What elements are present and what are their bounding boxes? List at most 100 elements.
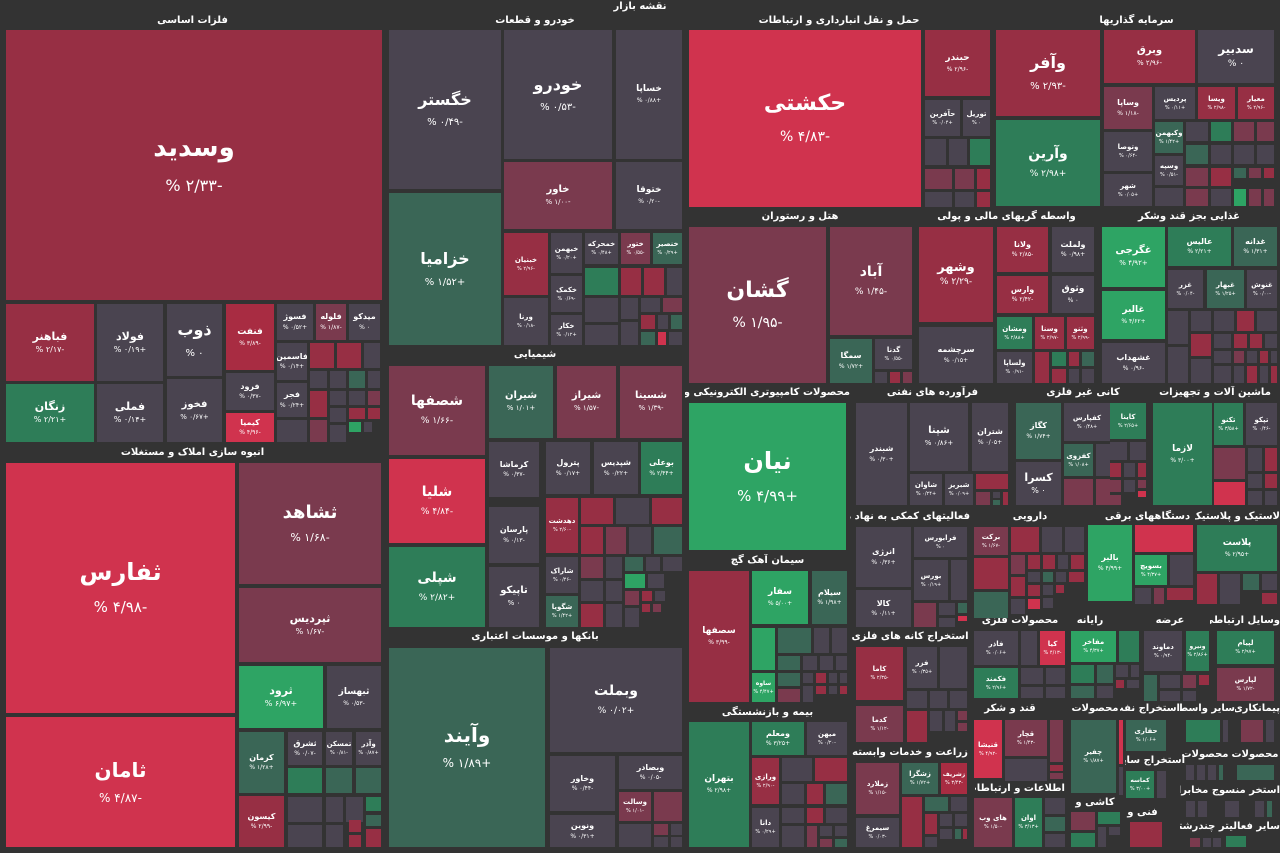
stock-tile[interactable]: خبنیان -۲/۹۶ % (504, 233, 548, 295)
stock-tile-unlabeled[interactable] (288, 768, 322, 793)
stock-tile-unlabeled[interactable] (1234, 168, 1246, 178)
stock-tile[interactable]: کسرا ۰ % (1016, 462, 1061, 505)
stock-tile[interactable]: وسپه -۰/۵۱ % (1155, 156, 1183, 185)
stock-tile-unlabeled[interactable] (621, 298, 638, 319)
stock-tile-unlabeled[interactable] (641, 298, 660, 312)
stock-tile-unlabeled[interactable] (976, 474, 1008, 489)
stock-tile[interactable]: شبندر +۰/۳۰ % (856, 403, 907, 505)
stock-tile-unlabeled[interactable] (1234, 189, 1246, 206)
stock-tile-unlabeled[interactable] (625, 557, 643, 571)
stock-tile-unlabeled[interactable] (925, 837, 937, 847)
stock-tile[interactable]: وبرق -۲/۹۶ % (1104, 30, 1195, 83)
stock-tile-unlabeled[interactable] (829, 673, 837, 683)
stock-tile-unlabeled[interactable] (1237, 765, 1274, 780)
stock-tile-unlabeled[interactable] (940, 647, 967, 688)
stock-tile-unlabeled[interactable] (368, 371, 380, 388)
stock-tile-unlabeled[interactable] (581, 498, 613, 524)
stock-tile-unlabeled[interactable] (606, 527, 626, 554)
stock-tile-unlabeled[interactable] (925, 139, 946, 165)
stock-tile-unlabeled[interactable] (890, 372, 900, 383)
stock-tile[interactable]: معیار -۲/۹۶ % (1238, 87, 1274, 119)
stock-tile-unlabeled[interactable] (1243, 574, 1259, 590)
stock-tile-unlabeled[interactable] (778, 689, 800, 702)
stock-tile-unlabeled[interactable] (654, 824, 668, 835)
stock-tile[interactable]: عالیس +۲/۲۱ % (1168, 227, 1231, 266)
stock-tile-unlabeled[interactable] (1265, 491, 1277, 505)
stock-tile-unlabeled[interactable] (1071, 555, 1084, 569)
stock-tile-unlabeled[interactable] (1186, 189, 1208, 206)
stock-tile-unlabeled[interactable] (1237, 311, 1254, 331)
stock-tile-unlabeled[interactable] (1050, 765, 1063, 771)
stock-tile-unlabeled[interactable] (1058, 555, 1068, 569)
stock-tile-unlabeled[interactable] (1043, 598, 1053, 608)
stock-tile-unlabeled[interactable] (606, 581, 622, 601)
stock-tile-unlabeled[interactable] (1214, 351, 1231, 363)
stock-tile[interactable]: کفزوی +۱/۰۸ % (1064, 444, 1093, 476)
stock-tile-unlabeled[interactable] (1011, 577, 1025, 596)
stock-tile-unlabeled[interactable] (1198, 801, 1207, 817)
stock-tile[interactable]: ونوین +۰/۳۱ % (550, 815, 615, 847)
stock-tile[interactable]: سرچشمه +۰/۱۵ % (919, 327, 993, 383)
stock-tile[interactable]: دماوند -۰/۹۴ % (1144, 631, 1182, 671)
stock-tile-unlabeled[interactable] (606, 604, 622, 627)
stock-tile-unlabeled[interactable] (1264, 168, 1274, 178)
stock-tile[interactable]: شتران +۰/۰۵ % (972, 403, 1008, 471)
stock-tile-unlabeled[interactable] (950, 691, 967, 708)
stock-tile-unlabeled[interactable] (1135, 588, 1151, 604)
stock-tile-unlabeled[interactable] (1097, 665, 1113, 683)
stock-tile[interactable]: پلاست +۲/۹۵ % (1197, 525, 1277, 571)
stock-tile-unlabeled[interactable] (654, 837, 668, 847)
stock-tile[interactable]: وشهر -۲/۲۹ % (919, 227, 993, 322)
stock-tile-unlabeled[interactable] (1109, 827, 1120, 835)
stock-tile-unlabeled[interactable] (1241, 720, 1263, 742)
stock-tile-unlabeled[interactable] (1248, 491, 1262, 505)
stock-tile[interactable]: وسنا -۲/۹۷ % (1035, 317, 1064, 349)
stock-tile-unlabeled[interactable] (641, 332, 655, 345)
stock-tile[interactable]: سفار +۵/۰۰ % (752, 571, 808, 624)
stock-tile-unlabeled[interactable] (1255, 801, 1264, 817)
stock-tile-unlabeled[interactable] (925, 169, 952, 189)
stock-tile[interactable]: شلیا -۴/۸۴ % (389, 459, 485, 543)
stock-tile[interactable]: زشگزا +۱/۷۲ % (902, 763, 938, 794)
stock-tile[interactable]: نیان +۴/۹۹ % (689, 403, 846, 550)
stock-tile[interactable]: ورنا -۰/۱۸ % (504, 298, 548, 345)
stock-tile-unlabeled[interactable] (930, 711, 942, 731)
stock-tile-unlabeled[interactable] (955, 814, 967, 826)
stock-tile-unlabeled[interactable] (1249, 168, 1261, 178)
stock-tile-unlabeled[interactable] (829, 686, 837, 694)
stock-tile-unlabeled[interactable] (1110, 442, 1127, 460)
stock-tile-unlabeled[interactable] (368, 408, 380, 419)
stock-tile-unlabeled[interactable] (925, 797, 948, 811)
stock-tile-unlabeled[interactable] (671, 315, 682, 329)
stock-tile-unlabeled[interactable] (1168, 311, 1188, 344)
stock-tile-unlabeled[interactable] (1186, 765, 1194, 780)
stock-tile-unlabeled[interactable] (1138, 491, 1146, 497)
stock-tile-unlabeled[interactable] (778, 628, 811, 653)
stock-tile-unlabeled[interactable] (349, 391, 365, 405)
stock-tile-unlabeled[interactable] (782, 784, 804, 804)
stock-tile-unlabeled[interactable] (1211, 122, 1231, 141)
stock-tile-unlabeled[interactable] (925, 192, 952, 207)
stock-tile-unlabeled[interactable] (1160, 691, 1180, 701)
stock-tile-unlabeled[interactable] (820, 656, 833, 670)
stock-tile-unlabeled[interactable] (1028, 585, 1040, 596)
stock-tile-unlabeled[interactable] (326, 768, 352, 793)
stock-tile-unlabeled[interactable] (326, 825, 343, 847)
stock-tile-unlabeled[interactable] (807, 808, 823, 823)
stock-tile-unlabeled[interactable] (951, 560, 967, 600)
stock-tile-unlabeled[interactable] (349, 408, 365, 419)
stock-tile-unlabeled[interactable] (778, 656, 800, 670)
stock-tile[interactable]: کیسون -۲/۹۹ % (239, 796, 284, 847)
stock-tile-unlabeled[interactable] (1116, 665, 1128, 677)
stock-tile-unlabeled[interactable] (1264, 189, 1274, 206)
stock-tile-unlabeled[interactable] (1035, 352, 1049, 383)
stock-tile-unlabeled[interactable] (366, 797, 381, 811)
stock-tile-unlabeled[interactable] (1011, 527, 1039, 552)
stock-tile-unlabeled[interactable] (330, 425, 346, 442)
stock-tile-unlabeled[interactable] (993, 492, 1000, 498)
stock-tile-unlabeled[interactable] (368, 391, 380, 405)
stock-tile[interactable]: حآفرین +۰/۰۴ % (925, 100, 960, 136)
stock-tile-unlabeled[interactable] (1186, 801, 1195, 817)
stock-tile[interactable]: لازما +۳/۰۰ % (1153, 403, 1212, 505)
stock-tile-unlabeled[interactable] (642, 591, 652, 601)
